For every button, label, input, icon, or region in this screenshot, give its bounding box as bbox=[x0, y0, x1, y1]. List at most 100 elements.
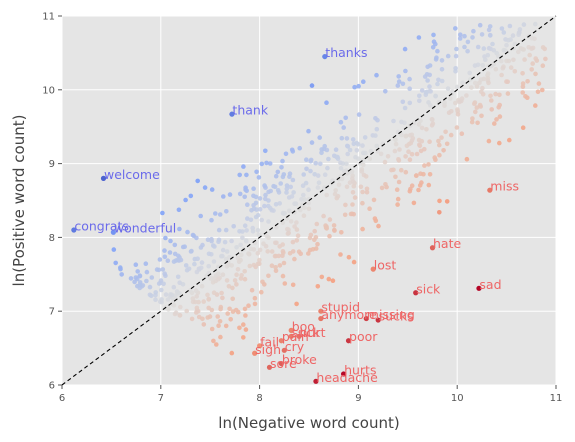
data-point bbox=[403, 169, 409, 175]
data-point bbox=[525, 79, 530, 84]
data-point bbox=[269, 249, 275, 254]
x-axis-ticks: 6 7 8 9 10 11 bbox=[59, 385, 562, 404]
word-label: hurts bbox=[344, 362, 376, 377]
data-point bbox=[251, 206, 257, 211]
data-point bbox=[462, 44, 467, 50]
data-point bbox=[488, 46, 493, 52]
data-point bbox=[499, 72, 504, 78]
data-point bbox=[168, 238, 173, 244]
data-point bbox=[383, 89, 388, 94]
data-point bbox=[246, 303, 251, 309]
data-point bbox=[217, 319, 223, 324]
data-point bbox=[453, 53, 459, 59]
data-point bbox=[306, 128, 311, 134]
data-point bbox=[209, 217, 214, 223]
data-point bbox=[533, 56, 538, 61]
data-point bbox=[193, 299, 198, 305]
data-point bbox=[246, 251, 251, 256]
data-point bbox=[175, 274, 181, 280]
data-point bbox=[234, 282, 239, 287]
data-point bbox=[308, 157, 314, 163]
data-point bbox=[217, 212, 223, 217]
data-point bbox=[242, 194, 247, 200]
data-point bbox=[222, 239, 228, 245]
data-point bbox=[486, 27, 492, 33]
data-point bbox=[433, 41, 438, 47]
data-point bbox=[418, 118, 423, 123]
data-point bbox=[290, 177, 296, 183]
data-point bbox=[201, 299, 206, 304]
data-point bbox=[225, 311, 230, 316]
data-point bbox=[262, 203, 267, 209]
data-point bbox=[303, 180, 309, 186]
labeled-point bbox=[229, 111, 235, 117]
data-point bbox=[237, 325, 242, 331]
data-point bbox=[361, 162, 366, 168]
data-point bbox=[540, 45, 546, 50]
data-point bbox=[273, 265, 278, 270]
data-point bbox=[323, 225, 329, 231]
data-point bbox=[284, 186, 290, 192]
data-point bbox=[335, 154, 340, 160]
data-point bbox=[393, 174, 398, 180]
data-point bbox=[244, 238, 249, 244]
data-point bbox=[416, 137, 422, 143]
data-point bbox=[273, 173, 279, 179]
data-point bbox=[230, 309, 236, 314]
data-point bbox=[220, 295, 225, 301]
data-point bbox=[308, 232, 314, 238]
data-point bbox=[403, 68, 408, 74]
data-point bbox=[462, 33, 467, 39]
data-point bbox=[374, 126, 380, 132]
data-point bbox=[488, 93, 493, 99]
y-tick-label: 11 bbox=[42, 12, 55, 23]
data-point bbox=[265, 249, 271, 254]
data-point bbox=[232, 278, 238, 283]
data-point bbox=[342, 212, 348, 218]
labeled-point bbox=[313, 378, 319, 384]
data-point bbox=[361, 150, 366, 156]
data-point bbox=[512, 41, 518, 47]
data-point bbox=[448, 132, 454, 138]
data-point bbox=[302, 205, 307, 211]
data-point bbox=[183, 197, 188, 203]
data-point bbox=[333, 188, 339, 193]
data-point bbox=[419, 88, 425, 93]
x-tick-label: 6 bbox=[59, 393, 65, 404]
data-point bbox=[247, 263, 253, 269]
data-point bbox=[257, 257, 262, 263]
data-point bbox=[292, 256, 297, 262]
data-point bbox=[313, 160, 319, 166]
word-label: pain bbox=[282, 329, 309, 344]
data-point bbox=[284, 190, 289, 195]
data-point bbox=[235, 267, 241, 272]
data-point bbox=[169, 292, 175, 298]
data-point bbox=[231, 224, 236, 229]
data-point bbox=[464, 93, 469, 98]
data-point bbox=[404, 143, 410, 149]
data-point bbox=[439, 78, 445, 84]
data-point bbox=[508, 37, 513, 42]
word-label: wonderful bbox=[114, 221, 176, 236]
data-point bbox=[241, 164, 246, 169]
scatter-points bbox=[71, 21, 548, 384]
data-point bbox=[144, 278, 149, 284]
data-point bbox=[474, 105, 480, 110]
data-point bbox=[396, 179, 402, 185]
data-point bbox=[319, 150, 324, 156]
data-point bbox=[224, 209, 229, 214]
data-point bbox=[294, 227, 300, 232]
data-point bbox=[345, 144, 351, 149]
data-point bbox=[427, 63, 433, 68]
data-point bbox=[319, 274, 325, 280]
data-point bbox=[173, 310, 179, 316]
data-point bbox=[442, 100, 447, 105]
data-point bbox=[189, 316, 195, 322]
labeled-point bbox=[363, 315, 369, 322]
data-point bbox=[259, 217, 265, 223]
data-point bbox=[407, 86, 413, 91]
labeled-point bbox=[288, 327, 294, 333]
data-point bbox=[439, 58, 445, 63]
data-point bbox=[153, 290, 158, 295]
data-point bbox=[373, 133, 378, 138]
